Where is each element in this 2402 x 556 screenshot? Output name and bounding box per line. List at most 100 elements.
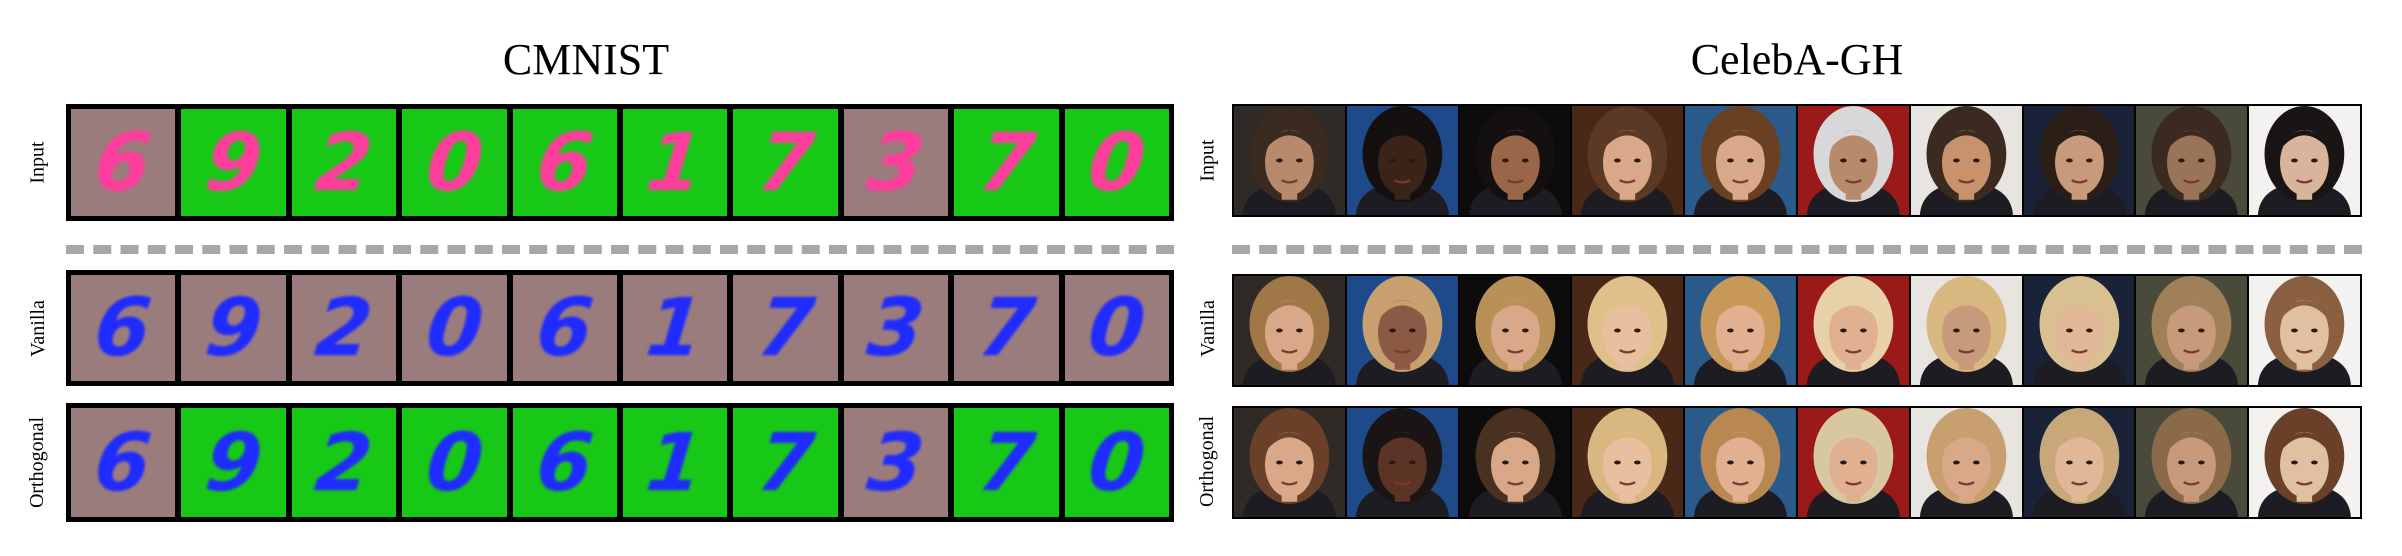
face-portrait-icon xyxy=(1234,276,1345,385)
face-portrait-icon xyxy=(2136,106,2248,215)
digit-glyph: 9 xyxy=(200,415,267,509)
face-portrait-icon xyxy=(2136,276,2248,385)
face-image xyxy=(2136,106,2248,215)
face-image xyxy=(1572,106,1684,215)
face-image xyxy=(1797,276,1909,385)
digit-tile: 6 xyxy=(512,275,618,381)
digit-glyph: 0 xyxy=(1084,281,1150,374)
face-portrait-icon xyxy=(2023,408,2135,517)
face-portrait-icon xyxy=(2249,276,2360,385)
celeba-vanilla-strip xyxy=(1232,274,2362,387)
digit-tile: 6 xyxy=(512,109,618,216)
digit-tile: 7 xyxy=(954,408,1059,517)
digit-glyph: 6 xyxy=(532,281,598,374)
digit-tile: 3 xyxy=(843,275,949,381)
face-image xyxy=(1234,276,1345,385)
digit-glyph: 2 xyxy=(311,415,377,509)
digit-glyph: 3 xyxy=(863,281,929,374)
digit-tile: 9 xyxy=(181,109,286,216)
digit-tile: 2 xyxy=(291,275,397,381)
digit-tile: 3 xyxy=(843,408,949,517)
face-portrait-icon xyxy=(2023,106,2135,215)
digit-glyph: 0 xyxy=(421,115,488,209)
digit-glyph: 6 xyxy=(90,415,156,509)
digit-glyph: 6 xyxy=(90,281,156,374)
celeba-orthogonal-strip xyxy=(1232,406,2362,519)
digit-glyph: 9 xyxy=(200,115,267,209)
digit-tile: 7 xyxy=(733,408,838,517)
digit-glyph: 6 xyxy=(532,415,598,509)
digit-tile: 9 xyxy=(181,275,286,381)
digit-tile: 7 xyxy=(954,109,1059,216)
face-image xyxy=(2249,408,2360,517)
face-portrait-icon xyxy=(1685,276,1796,385)
face-image xyxy=(2249,276,2360,385)
face-image xyxy=(1234,106,1345,215)
face-image xyxy=(1572,408,1684,517)
face-image xyxy=(1459,276,1571,385)
digit-tile: 3 xyxy=(843,109,949,216)
digit-tile: 2 xyxy=(291,109,397,216)
digit-tile: 0 xyxy=(1064,275,1170,381)
digit-tile: 6 xyxy=(71,408,176,517)
face-portrait-icon xyxy=(1459,106,1571,215)
face-portrait-icon xyxy=(1346,106,1458,215)
celeba-row-label-orthogonal: Orthogonal xyxy=(1196,415,1219,508)
digit-glyph: 3 xyxy=(863,415,929,509)
digit-glyph: 3 xyxy=(863,115,929,209)
digit-glyph: 1 xyxy=(642,281,709,374)
digit-tile: 0 xyxy=(402,408,507,517)
digit-tile: 7 xyxy=(733,109,838,216)
face-image xyxy=(2136,276,2248,385)
face-portrait-icon xyxy=(1234,408,1345,517)
digit-glyph: 9 xyxy=(200,281,267,374)
digit-tile: 0 xyxy=(1064,408,1170,517)
face-portrait-icon xyxy=(1572,106,1684,215)
face-image xyxy=(2136,408,2248,517)
face-image xyxy=(1685,408,1796,517)
face-portrait-icon xyxy=(1910,276,2022,385)
face-portrait-icon xyxy=(1685,106,1796,215)
digit-glyph: 0 xyxy=(421,415,488,509)
face-image xyxy=(1910,276,2022,385)
digit-tile: 2 xyxy=(291,408,397,517)
digit-glyph: 0 xyxy=(1084,115,1150,209)
face-image xyxy=(2023,408,2135,517)
cmnist-row-label-input: Input xyxy=(26,141,49,184)
face-portrait-icon xyxy=(2136,408,2248,517)
face-portrait-icon xyxy=(1572,408,1684,517)
face-image xyxy=(1685,276,1796,385)
face-portrait-icon xyxy=(2249,106,2360,215)
face-portrait-icon xyxy=(1797,408,1909,517)
face-portrait-icon xyxy=(1910,408,2022,517)
face-image xyxy=(2249,106,2360,215)
digit-glyph: 7 xyxy=(752,281,819,374)
digit-tile: 1 xyxy=(623,275,728,381)
face-image xyxy=(1234,408,1345,517)
face-image xyxy=(1797,408,1909,517)
digit-tile: 0 xyxy=(1064,109,1170,216)
face-image xyxy=(2023,106,2135,215)
digit-tile: 6 xyxy=(71,275,176,381)
celeba-row-label-input: Input xyxy=(1196,139,1219,182)
face-image xyxy=(1685,106,1796,215)
face-image xyxy=(1346,106,1458,215)
digit-glyph: 1 xyxy=(642,415,709,509)
face-portrait-icon xyxy=(1234,106,1345,215)
face-image xyxy=(1346,276,1458,385)
digit-tile: 6 xyxy=(512,408,618,517)
face-image xyxy=(1910,408,2022,517)
digit-glyph: 0 xyxy=(1084,415,1150,509)
digit-tile: 7 xyxy=(954,275,1059,381)
face-image xyxy=(1346,408,1458,517)
face-image xyxy=(1572,276,1684,385)
cmnist-separator xyxy=(66,245,1174,254)
cmnist-row-label-orthogonal: Orthogonal xyxy=(26,416,49,509)
celeba-separator xyxy=(1232,245,2362,254)
digit-tile: 9 xyxy=(181,408,286,517)
digit-glyph: 7 xyxy=(752,415,819,509)
face-portrait-icon xyxy=(1572,276,1684,385)
digit-glyph: 7 xyxy=(973,281,1040,374)
